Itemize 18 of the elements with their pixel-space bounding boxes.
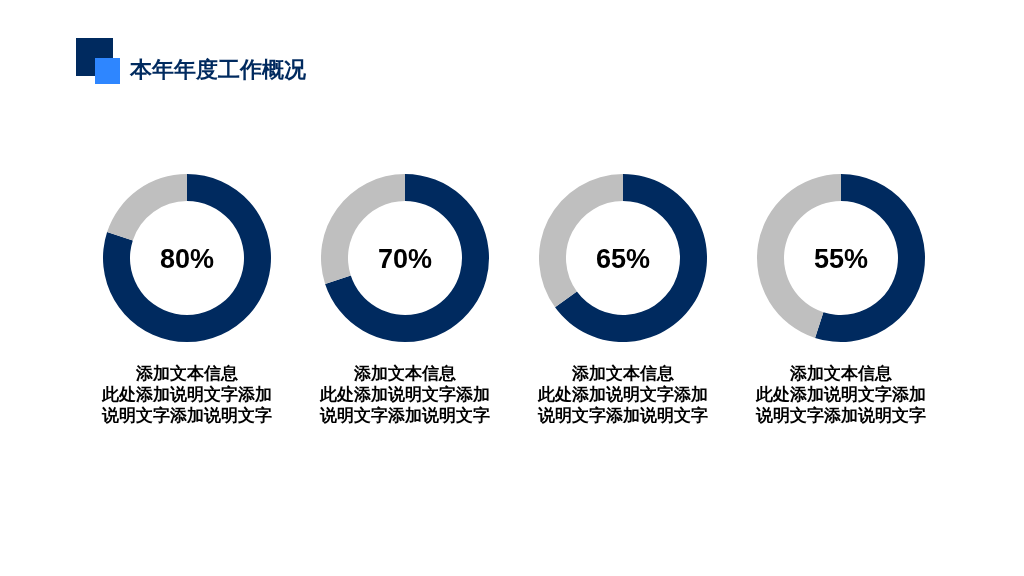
text: 此处添加说明文字添加说明文字添加说明文字 (318, 384, 491, 426)
donut-slice (815, 174, 925, 342)
text: 添加文本信息 (571, 363, 675, 384)
data-label: 80% (159, 244, 215, 274)
text: 此处添加说明文字添加说明文字添加说明文字 (536, 384, 709, 426)
text: 添加文本信息 (135, 363, 239, 384)
text: 添加文本信息 (789, 363, 893, 384)
chart-title: 本年年度工作概况 (130, 56, 306, 84)
data-label: 65% (595, 244, 651, 274)
text: 此处添加说明文字添加说明文字添加说明文字 (754, 384, 927, 426)
donut-slice (555, 174, 707, 342)
donut-slice (103, 174, 271, 342)
text: 此处添加说明文字添加说明文字添加说明文字 (100, 384, 273, 426)
data-label: 55% (813, 244, 869, 274)
donut-slice (107, 174, 187, 241)
donut-slice (325, 174, 489, 342)
data-label: 70% (377, 244, 433, 274)
text: 添加文本信息 (353, 363, 457, 384)
